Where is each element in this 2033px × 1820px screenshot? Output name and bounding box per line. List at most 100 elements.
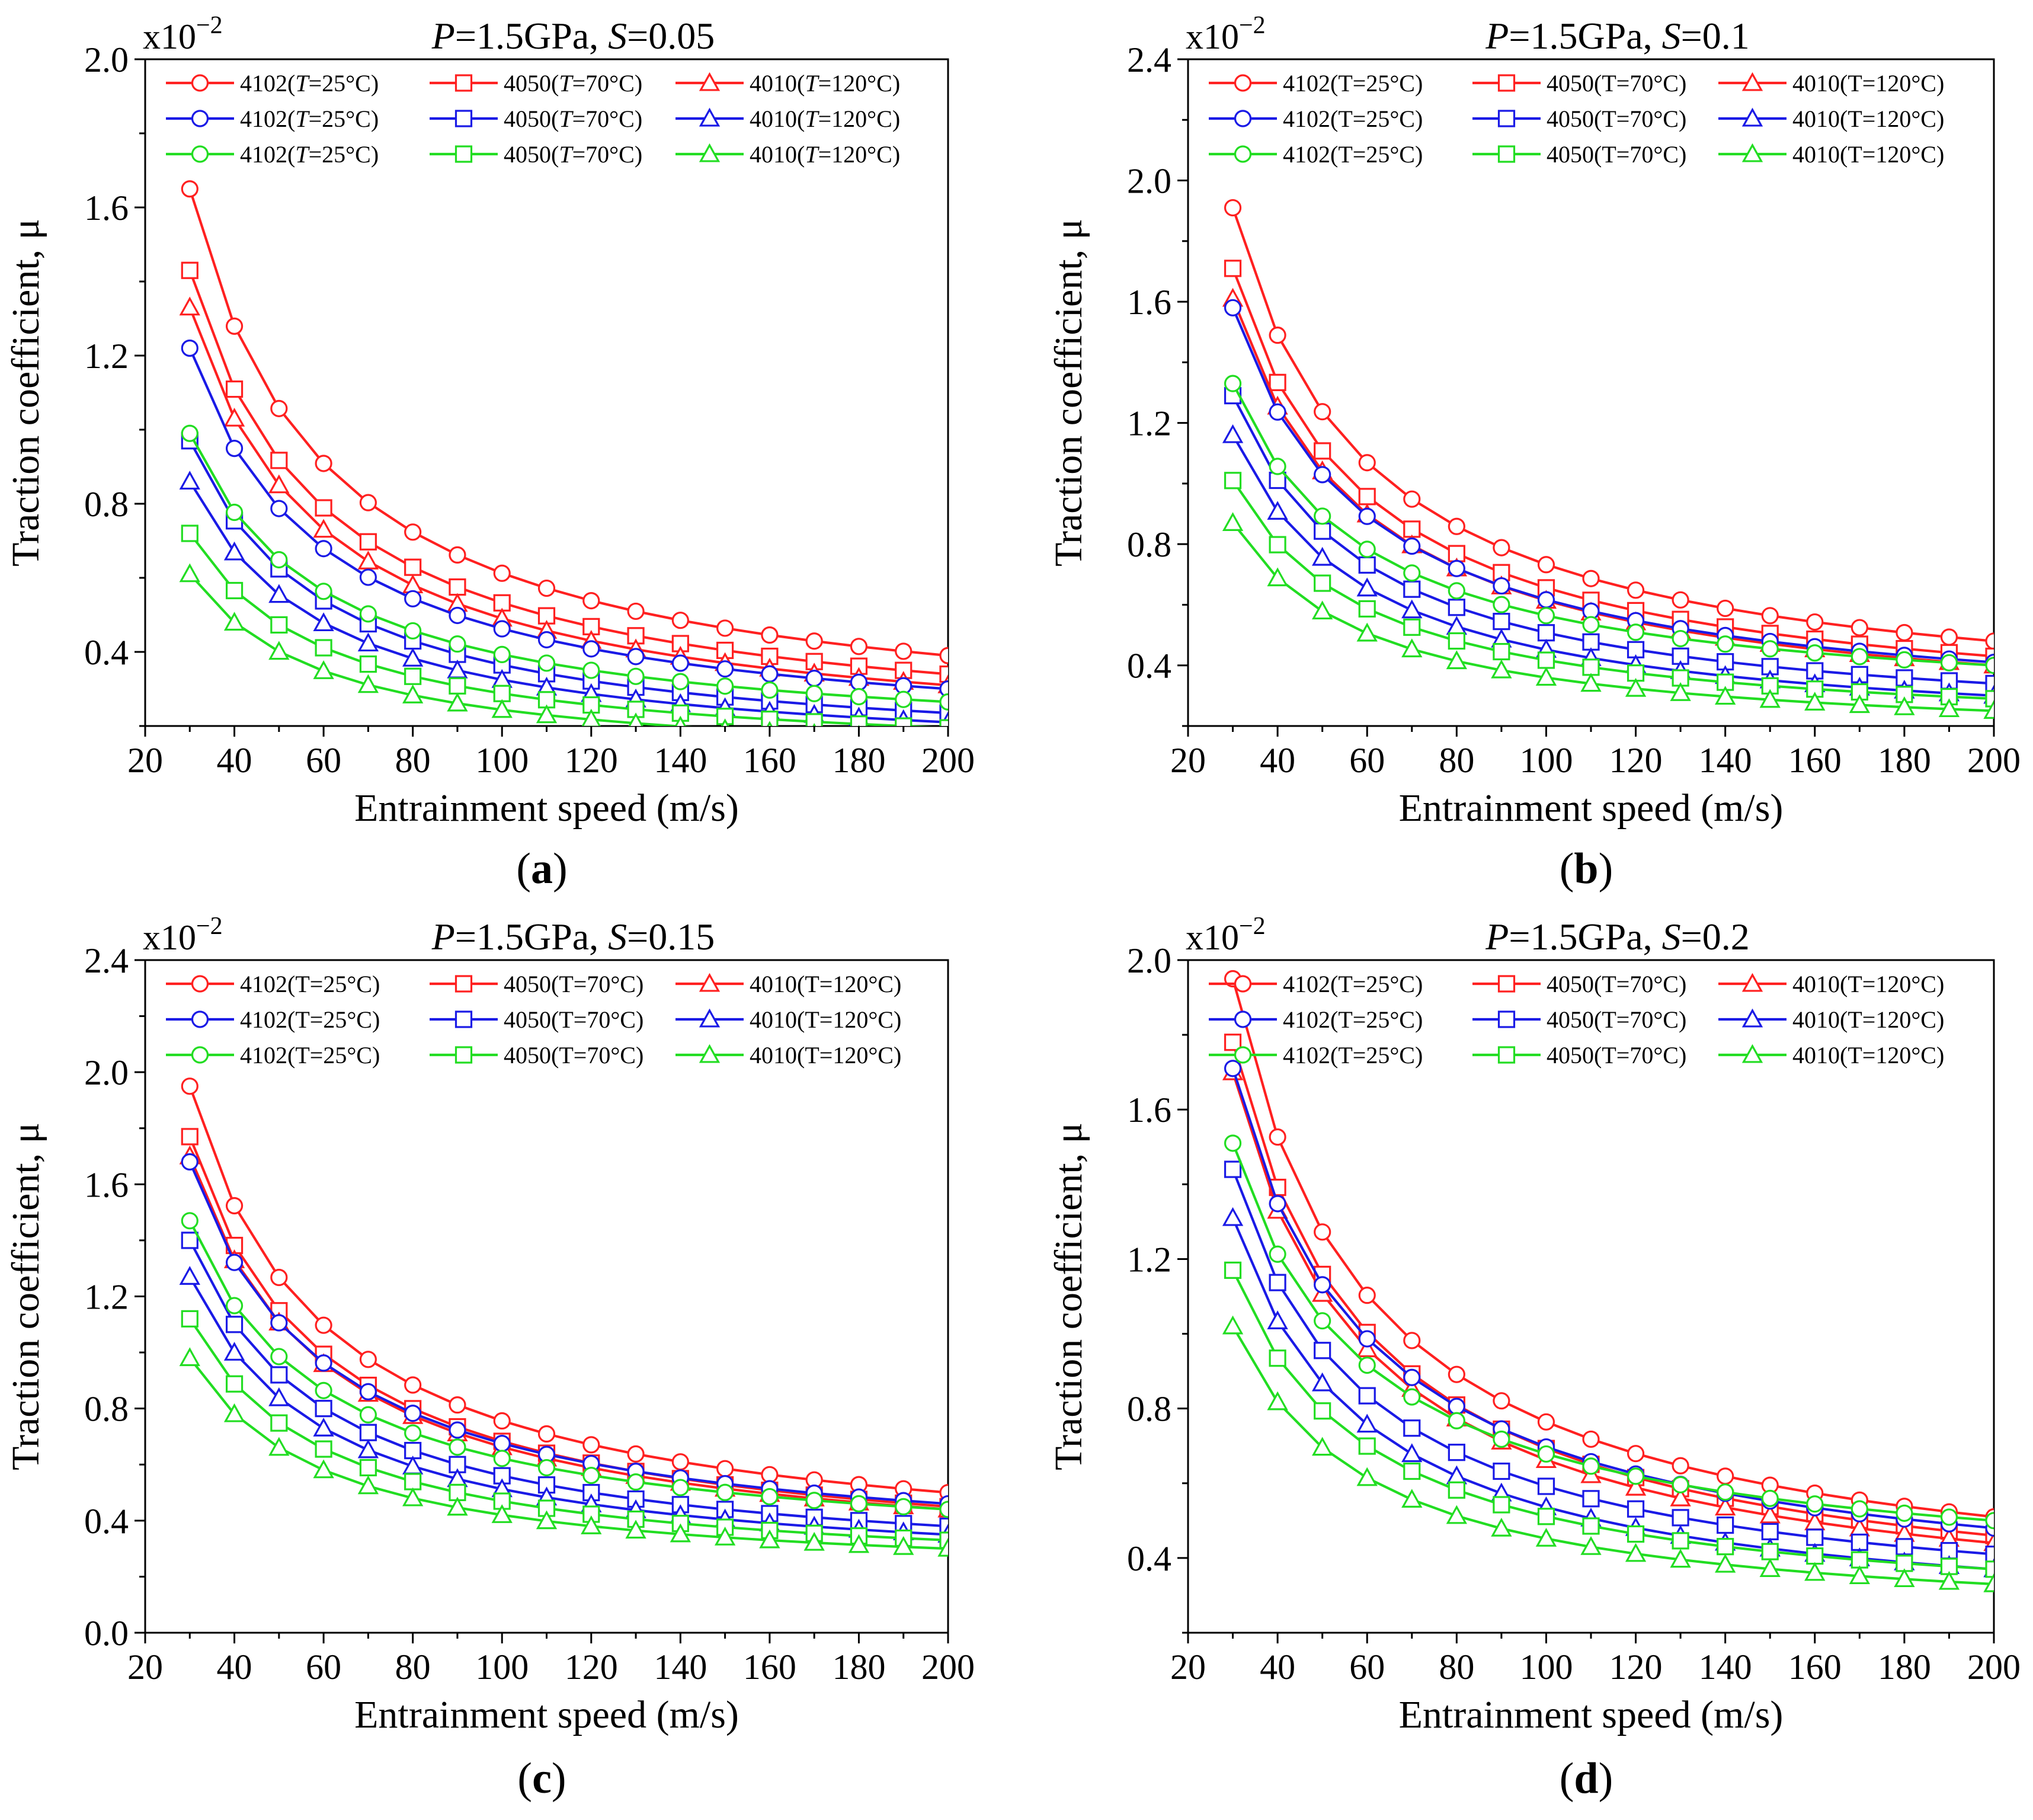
- title-s-symbol: S: [1662, 15, 1681, 57]
- data-point: [1761, 607, 1779, 625]
- title-p-symbol: P: [431, 15, 455, 57]
- data-point: [1403, 618, 1421, 636]
- data-point: [805, 713, 823, 726]
- legend-code: 4010: [1792, 141, 1840, 168]
- data-point: [536, 1510, 558, 1530]
- data-point: [1985, 674, 1994, 693]
- data-point: [181, 261, 199, 279]
- data-point: [1224, 472, 1242, 490]
- chart-panel-a: 20 40 60 80 100 120 140 160 180 200 0.4 0.8 1.2 1.6 2.…: [4, 12, 975, 893]
- legend-condition: (T=70°C): [551, 1042, 643, 1069]
- data-point: [1537, 607, 1555, 625]
- data-point: [1358, 507, 1376, 525]
- data-point: [1627, 1500, 1645, 1518]
- data-point: [1448, 1412, 1465, 1429]
- legend-code: 4102: [240, 105, 287, 132]
- y-tick-label: 1.2: [1127, 404, 1171, 443]
- data-point: [1403, 520, 1421, 538]
- data-point: [402, 1487, 424, 1506]
- data-point: [404, 1405, 422, 1422]
- data-point: [582, 1436, 600, 1454]
- data-point: [1580, 673, 1602, 692]
- data-point: [1358, 1437, 1376, 1455]
- data-point: [1850, 619, 1868, 636]
- data-point: [357, 674, 379, 693]
- data-point: [1625, 677, 1647, 697]
- legend-item: 4050(T=70°C): [1472, 141, 1686, 168]
- data-point: [359, 1424, 377, 1441]
- data-point: [1537, 556, 1555, 574]
- data-point: [225, 1253, 244, 1271]
- data-point: [1806, 1547, 1824, 1565]
- data-point: [1269, 458, 1286, 475]
- legend-label: 4010(T=120°C): [1792, 105, 1944, 132]
- legend-item: 4050(T=70°C): [430, 1042, 643, 1069]
- legend-label: 4010(T=120°C): [1792, 971, 1944, 997]
- data-point: [1403, 580, 1421, 598]
- data-point: [357, 632, 379, 652]
- data-point: [1358, 1356, 1376, 1374]
- data-point: [449, 606, 466, 625]
- data-point: [1717, 1483, 1734, 1501]
- data-point: [716, 619, 734, 637]
- data-point: [1985, 632, 1994, 650]
- data-point: [357, 1439, 379, 1458]
- legend-value: =25°C): [309, 141, 379, 168]
- legend-code: 4050: [504, 971, 551, 997]
- data-point: [761, 711, 779, 726]
- data-point: [449, 546, 466, 564]
- data-point: [1670, 1487, 1691, 1506]
- series-red-square: [181, 261, 948, 683]
- legend-code: 4050: [1547, 1006, 1594, 1033]
- data-point: [1938, 698, 1960, 718]
- data-point: [491, 1504, 513, 1523]
- legend-label: 4010(T=120°C): [750, 141, 900, 168]
- series-blue-square: [1224, 387, 1994, 693]
- x-tick-label: 200: [1967, 1648, 2021, 1687]
- legend-condition: (: [797, 70, 805, 97]
- y-tick-label: 0.8: [1127, 525, 1171, 564]
- data-point: [404, 1376, 422, 1394]
- legend: 4102(T=25°C) 4050(T=70°C) 4010(T=120°C)410…: [1209, 70, 1944, 168]
- y-tick-label: 2.0: [84, 40, 129, 79]
- data-point: [1269, 1245, 1286, 1263]
- data-point: [225, 1297, 244, 1314]
- data-point: [895, 642, 913, 660]
- series-line: [188, 270, 948, 676]
- legend-code: 4050: [1547, 70, 1594, 97]
- data-point: [402, 1456, 424, 1474]
- title-p-value: =1.5GPa,: [455, 15, 608, 57]
- legend-label: 4010(T=120°C): [1792, 1042, 1944, 1069]
- y-tick-label: 1.2: [84, 1278, 129, 1317]
- series-green-square: [181, 524, 948, 726]
- data-point: [270, 452, 288, 469]
- data-point: [627, 627, 645, 645]
- data-point: [357, 551, 379, 570]
- series-line: [188, 1161, 948, 1505]
- data-point: [812, 722, 816, 726]
- legend-marker: [191, 1046, 209, 1064]
- data-point: [1804, 692, 1826, 711]
- data-point: [1491, 659, 1512, 679]
- data-point: [313, 519, 334, 538]
- legend-code: 4050: [1547, 141, 1594, 168]
- legend-item: 4010(T=120°C): [1718, 1006, 1944, 1033]
- series-line: [188, 1156, 948, 1511]
- data-point: [268, 584, 290, 603]
- data-point: [1446, 1505, 1468, 1524]
- legend-label: 4050(T=70°C): [504, 70, 642, 97]
- legend-item: 4010(T=120°C): [675, 141, 900, 168]
- data-point: [1537, 1413, 1555, 1431]
- caption-paren: (: [516, 845, 531, 893]
- legend-marker: [1497, 1046, 1516, 1064]
- data-point: [1537, 1445, 1555, 1463]
- data-point: [1940, 654, 1958, 671]
- data-point: [493, 564, 511, 582]
- data-point: [225, 380, 244, 398]
- x-tick-label: 40: [1260, 741, 1295, 780]
- series-line: [188, 1136, 948, 1508]
- x-tick-label: 160: [1788, 1648, 1842, 1687]
- data-point: [1806, 1528, 1824, 1546]
- data-point: [1314, 466, 1331, 484]
- x-tick-label: 40: [217, 741, 252, 780]
